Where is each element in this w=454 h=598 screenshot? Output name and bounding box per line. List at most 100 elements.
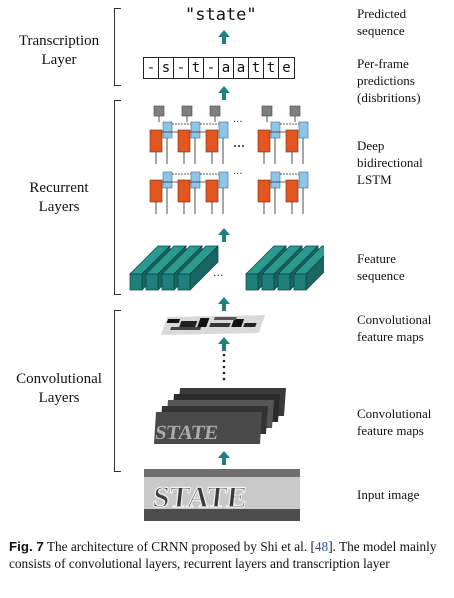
- frame-cell: a: [234, 58, 249, 78]
- frame-cell: s: [159, 58, 174, 78]
- label-line: Convolutional: [357, 312, 432, 327]
- label-line: bidirectional: [357, 155, 423, 170]
- caption-text-rest: ]. The model mainly consists of convolut…: [9, 539, 437, 571]
- arrow-up-icon: [218, 337, 230, 351]
- label-line: LSTM: [357, 172, 392, 187]
- label-line: Feature: [357, 251, 396, 266]
- frame-cell: t: [264, 58, 279, 78]
- frame-cell: e: [282, 60, 291, 76]
- conv-feature-map-top: [161, 315, 265, 335]
- frame-cell: t: [249, 58, 264, 78]
- lstm-output-cell: [153, 105, 165, 117]
- label-line: feature maps: [357, 329, 424, 344]
- arrow-up-icon: [218, 30, 230, 44]
- label-line: Transcription: [18, 33, 100, 49]
- lstm-forward-cell: [285, 129, 299, 153]
- feature-columns: [129, 245, 324, 291]
- arrow-up-icon: [218, 228, 230, 242]
- label-line: sequence: [357, 23, 405, 38]
- lstm-forward-cell: [285, 179, 299, 203]
- predicted-sequence-label: Predicted sequence: [357, 5, 406, 39]
- input-image: STATE: [144, 469, 300, 521]
- arrow-up-icon: [218, 297, 230, 311]
- feature-column-front: [245, 273, 259, 291]
- feature-column-front: [293, 273, 307, 291]
- label-line: Layer: [41, 52, 77, 68]
- lstm-forward-cell: [257, 179, 271, 203]
- lstm-forward-cell: [177, 179, 191, 203]
- transcription-bracket: [114, 8, 121, 86]
- conv-feature-maps-top-label: Convolutional feature maps: [357, 311, 431, 345]
- feature-column-front: [129, 273, 143, 291]
- feature-ellipsis: ...: [213, 266, 224, 279]
- feature-map-text: STATE: [154, 422, 220, 444]
- figure-caption: Fig. 7 The architecture of CRNN proposed…: [9, 538, 445, 572]
- feature-column-front: [145, 273, 159, 291]
- lstm-output-cell: [261, 105, 273, 117]
- predicted-sequence: "state": [185, 5, 257, 25]
- lstm-ellipsis-top: ...: [233, 114, 243, 125]
- citation-link[interactable]: 48: [314, 539, 329, 554]
- convolutional-bracket: [114, 310, 121, 472]
- lstm-ellipsis-mid: ...: [233, 166, 243, 177]
- lstm-backward-cell: [270, 171, 281, 189]
- feature-sequence: ...: [129, 245, 324, 291]
- per-frame-predictions: - s - t - a a t t e: [143, 57, 295, 79]
- lstm-backward-cell: [162, 121, 173, 139]
- lstm-backward-cell: [218, 121, 229, 139]
- lstm-backward-cell: [218, 171, 229, 189]
- label-line: predictions: [357, 73, 415, 88]
- label-line: Deep: [357, 138, 385, 153]
- lstm-backward-cell: [190, 121, 201, 139]
- lstm-backward-cell: [298, 171, 309, 189]
- per-frame-predictions-label: Per-frame predictions (disbritions): [357, 55, 421, 106]
- lstm-forward-cell: [149, 179, 163, 203]
- feature-sequence-label: Feature sequence: [357, 250, 405, 284]
- arrow-up-icon: [218, 451, 230, 465]
- lstm-columns: [149, 105, 309, 214]
- lstm-output-cell: [209, 105, 221, 117]
- input-image-label: Input image: [357, 486, 419, 503]
- feature-column-front: [177, 273, 191, 291]
- deep-lstm-label: Deep bidirectional LSTM: [357, 137, 423, 188]
- label-line: Layers: [38, 199, 80, 215]
- convolutional-layers-label: Convolutional Layers: [4, 370, 114, 408]
- lstm-output-cell: [289, 105, 301, 117]
- lstm-forward-cell: [205, 179, 219, 203]
- caption-text: The architecture of CRNN proposed by Shi…: [43, 539, 315, 554]
- transcription-layer-label: Transcription Layer: [4, 32, 114, 70]
- figure-number: Fig. 7: [9, 539, 44, 554]
- label-line: Recurrent: [29, 180, 89, 196]
- frame-cell: -: [204, 58, 219, 78]
- lstm-output-cell: [181, 105, 193, 117]
- lstm-ellipsis-row1: [234, 145, 244, 147]
- input-image-text: STATE: [151, 480, 248, 514]
- label-line: Layers: [38, 390, 80, 406]
- conv-feature-maps-stack: STATE: [154, 388, 286, 444]
- feature-column-front: [277, 273, 291, 291]
- frame-cell: t: [189, 58, 204, 78]
- lstm-backward-cell: [270, 121, 281, 139]
- label-line: (disbritions): [357, 90, 421, 105]
- label-line: Convolutional: [16, 371, 102, 387]
- conv-feature-maps-bottom-label: Convolutional feature maps: [357, 405, 431, 439]
- label-line: Per-frame: [357, 56, 409, 71]
- stack-layers: [154, 388, 286, 444]
- recurrent-layers-label: Recurrent Layers: [4, 179, 114, 217]
- frame-cell: -: [144, 58, 159, 78]
- dotted-connector: [222, 353, 226, 381]
- lstm-forward-cell: [149, 129, 163, 153]
- label-line: Convolutional: [357, 406, 432, 421]
- lstm-forward-cell: [177, 129, 191, 153]
- lstm-diagram: ... ...: [149, 105, 309, 214]
- label-line: Input image: [357, 487, 420, 502]
- lstm-backward-cell: [162, 171, 173, 189]
- lstm-backward-cell: [190, 171, 201, 189]
- feature-column-front: [161, 273, 175, 291]
- lstm-forward-cell: [257, 129, 271, 153]
- frame-cell: -: [174, 58, 189, 78]
- arrow-up-icon: [218, 86, 230, 100]
- frame-cell: a: [219, 58, 234, 78]
- label-line: feature maps: [357, 423, 424, 438]
- lstm-forward-cell: [205, 129, 219, 153]
